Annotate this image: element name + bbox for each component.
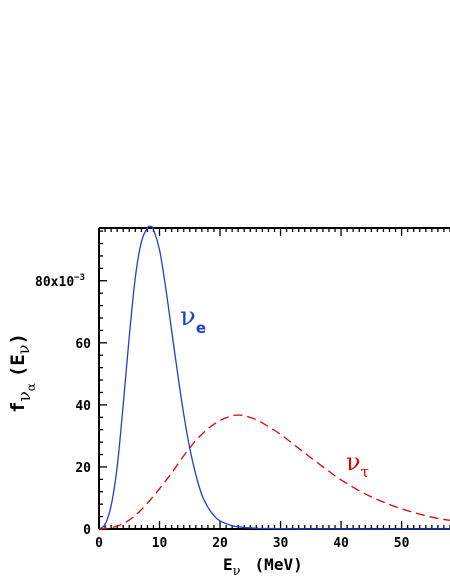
tick-labels: 0 10 20 30 40 50 0 20 40 60 [75,337,409,551]
series-layer [98,225,450,530]
plot-frame [98,227,450,530]
x-tick-label: 0 [95,536,103,551]
series-label-nu-tau: ντ [346,448,369,481]
series-line-nu-tau [98,414,450,530]
x-tick-label: 20 [212,536,228,551]
y-tick-label: 60 [75,337,91,352]
series-label-nu-e: νe [180,302,206,337]
x-tick-label: 30 [273,536,289,551]
y-axis-label: fνα(Eν) [7,333,38,413]
y-top-tick-label: 80x10−3 [35,273,85,290]
y-tick-label: 20 [75,461,91,476]
x-axis-label: Eν (MeV) [223,555,303,579]
y-tick-label: 0 [83,523,91,538]
axis-ticks [98,228,450,530]
x-tick-label: 50 [394,536,410,551]
x-tick-label: 40 [333,536,349,551]
series-line-nu-e [98,225,450,530]
x-tick-label: 10 [152,536,168,551]
y-tick-label: 40 [75,399,91,414]
